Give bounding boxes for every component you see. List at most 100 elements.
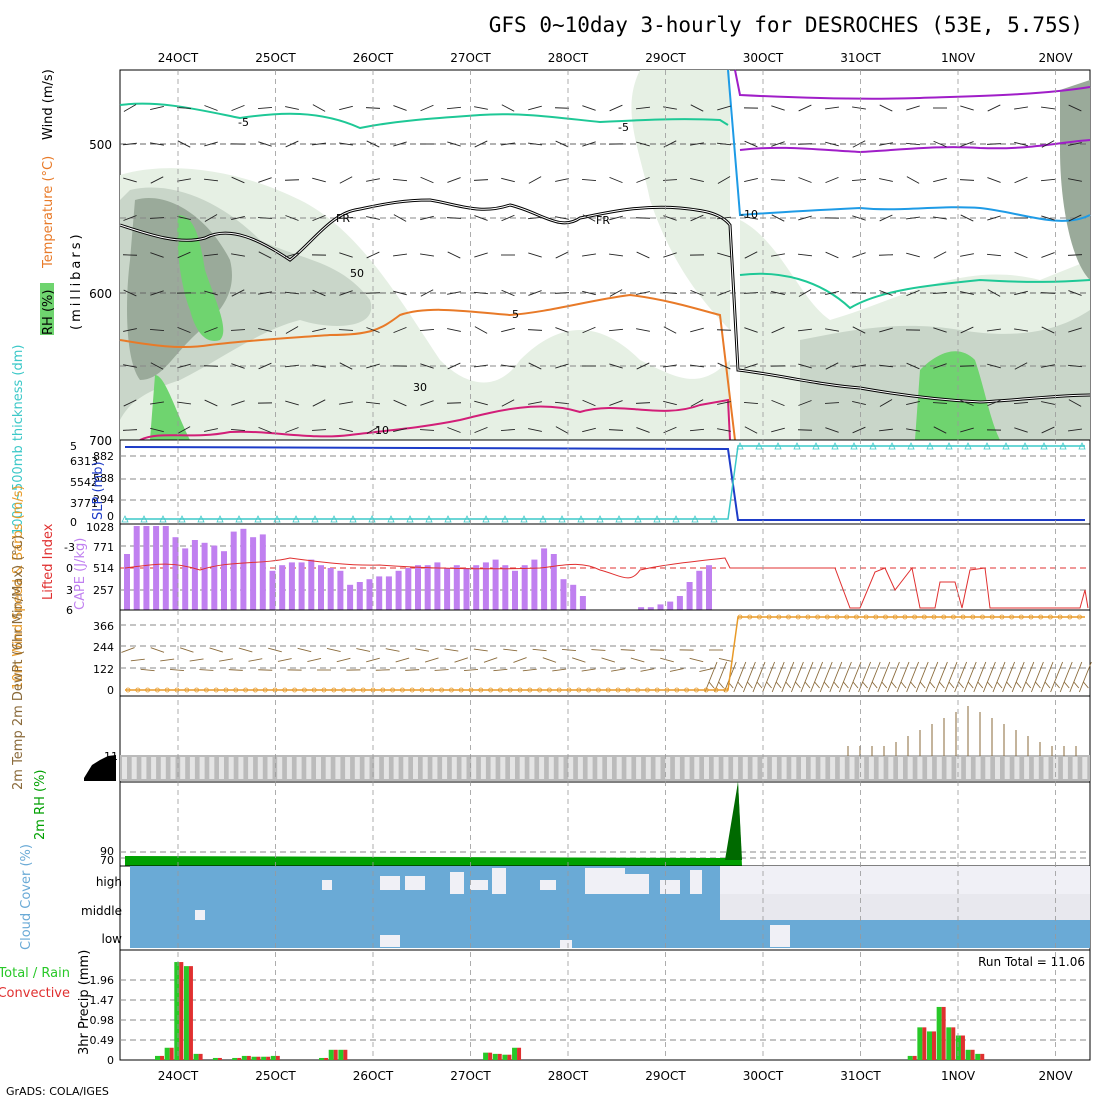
upper-barb [879, 178, 893, 182]
wind10m-barb [356, 648, 371, 652]
thickness-marker [273, 515, 281, 523]
wind10m-barb [121, 647, 135, 653]
cape-bar [521, 565, 528, 610]
thickness-marker [577, 515, 585, 523]
cape-tick-514: 514 [93, 562, 114, 575]
li-tick-3: 3 [66, 584, 73, 597]
upper-barb [771, 105, 785, 111]
rh-legend-box [40, 283, 54, 335]
wind10m-barb [307, 657, 322, 663]
rh-green-region [177, 215, 224, 341]
wind10m-marker [145, 687, 151, 693]
upper-barb [231, 289, 245, 297]
upper-barb [123, 399, 137, 407]
thickness-marker [311, 515, 319, 523]
temp2m-stripe [1033, 757, 1039, 779]
wind10m-marker [1018, 614, 1024, 620]
thickness-marker [983, 442, 991, 450]
precip-tick: 1.47 [90, 994, 115, 1007]
wind10m-marker [223, 687, 229, 693]
top-date-24oct: 24OCT [158, 51, 199, 65]
upper-barb [636, 141, 650, 147]
upper-barb [852, 364, 866, 368]
upper-barb [258, 251, 272, 259]
temp2m-stripe [335, 757, 341, 779]
temp2m-stripe [422, 757, 428, 779]
bottom-date-31oct: 31OCT [840, 1069, 881, 1083]
wind10m-barb [630, 657, 645, 663]
li-tick-6: 6 [66, 604, 73, 617]
top-date-31oct: 31OCT [840, 51, 881, 65]
wind10m-marker [684, 687, 689, 693]
precip-bar-total [492, 1053, 498, 1060]
wind10m-barb [209, 647, 224, 653]
upper-barb [825, 176, 839, 184]
upper-barb [906, 400, 920, 406]
temp2m-stripe [442, 757, 448, 779]
rh-green-region-3 [915, 351, 1000, 440]
cloud-gap [492, 868, 506, 894]
thickness-marker [425, 515, 433, 523]
wind10m-barb-strong [800, 661, 814, 693]
upper-barb [554, 292, 570, 294]
wind10m-marker [892, 614, 898, 620]
wind10m-marker [488, 687, 494, 693]
precip-bar-convective [217, 1057, 222, 1060]
cape-bar [153, 526, 160, 610]
wind10m-barb [552, 668, 567, 672]
upper-barb [420, 215, 434, 221]
top-date-27oct: 27OCT [450, 51, 491, 65]
precip-bar-convective [188, 966, 193, 1060]
temp2m-stripe [849, 757, 855, 779]
upper-barb [636, 291, 650, 295]
cape-tick-257: 257 [93, 584, 114, 597]
upper-barb [312, 289, 326, 297]
wind10m-barb [640, 668, 655, 672]
wind10m-barb-strong [1011, 661, 1025, 693]
upper-barb [852, 426, 866, 434]
upper-barb [1068, 290, 1082, 296]
wind10m-barb [513, 657, 527, 663]
label-thickness: 1000~500mb thickness (dm) [11, 345, 26, 535]
temp2m-stripe [539, 757, 545, 779]
thickness-marker [539, 515, 547, 523]
upper-barb [447, 141, 461, 147]
upper-barb [770, 179, 786, 181]
label-convective: Convective [0, 986, 70, 1001]
upper-barb [608, 429, 624, 431]
precip-bar-total [338, 1049, 344, 1060]
temp2m-left-bars [84, 755, 116, 781]
rh-light-region [120, 168, 730, 441]
wind10m-marker [301, 687, 307, 693]
temp2m-stripe [548, 757, 554, 779]
temp2m-stripe [577, 757, 583, 779]
wind10m-marker [331, 687, 337, 693]
cloud-panel: high middle low Cloud Cover (%) [19, 844, 1091, 951]
wind10m-barb [385, 648, 400, 652]
upper-barb [771, 290, 785, 296]
temp2m-stripe [131, 757, 137, 779]
upper-barb [285, 400, 299, 406]
upper-barb [393, 141, 407, 147]
wind10m-barb [669, 668, 684, 672]
upper-barb [609, 253, 623, 257]
slp-rtick-5: 1028 [86, 521, 114, 534]
wind10m-marker [507, 687, 513, 693]
contour-label-fr-b: FR [596, 214, 610, 227]
upper-barb [528, 362, 542, 370]
upper-barb [473, 291, 489, 295]
thickness-marker [197, 515, 205, 523]
slp-frame [119, 439, 1091, 525]
wind10m-barb-strong [838, 661, 852, 693]
upper-barb [419, 429, 435, 431]
wind10m-barb-strong [810, 661, 824, 693]
upper-barb [690, 177, 704, 183]
wind10m-barb [522, 668, 537, 672]
precip-bar-convective [922, 1027, 927, 1060]
wind10m-marker [815, 614, 820, 620]
upper-barb [150, 176, 164, 184]
wind10m-marker [635, 687, 640, 693]
wind10m-marker [645, 687, 650, 693]
upper-barb [771, 326, 785, 334]
upper-barb [204, 399, 218, 407]
